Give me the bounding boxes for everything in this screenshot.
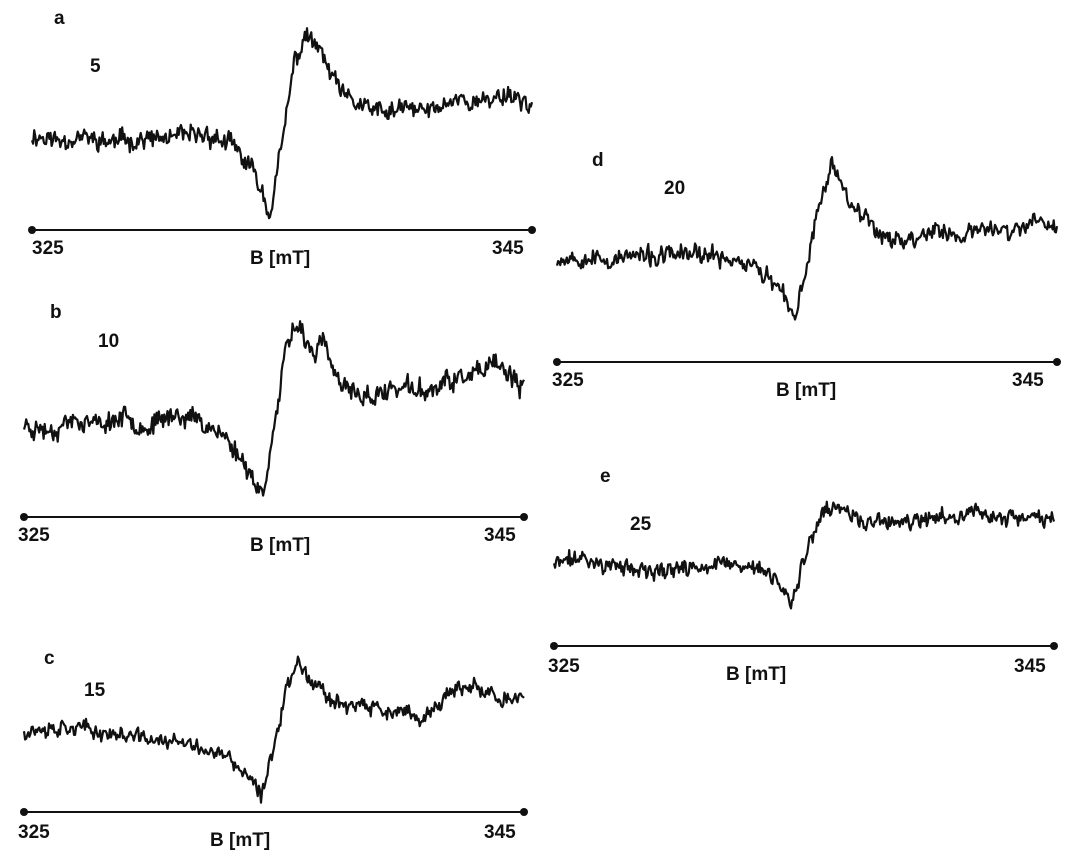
panel-c-letter: c <box>44 648 55 669</box>
panel-c-series-label: 15 <box>84 680 106 701</box>
panel-e-axis-start-dot <box>550 642 558 650</box>
panel-b-letter: b <box>50 302 62 323</box>
panel-e-series-label: 25 <box>630 514 652 535</box>
panel-b-axis-start-dot <box>20 513 28 521</box>
panel-a-x-axis-label: B [mT] <box>250 248 310 269</box>
panel-a-series-label: 5 <box>90 56 101 77</box>
panel-c-trace <box>22 655 525 804</box>
panel-c-axis-start-dot <box>20 808 28 816</box>
panel-d-tick-min: 325 <box>552 370 584 391</box>
panel-b-trace <box>22 320 525 497</box>
panel-e-tick-min: 325 <box>548 656 580 677</box>
panel-b-tick-max: 345 <box>484 525 516 546</box>
panel-e-axis-end-dot <box>1050 642 1058 650</box>
panel-e-x-axis-label: B [mT] <box>726 664 786 685</box>
panel-c-tick-max: 345 <box>484 822 516 843</box>
panel-d-tick-max: 345 <box>1012 370 1044 391</box>
panel-a-tick-max: 345 <box>492 238 524 259</box>
panel-c: c 15 325 345 B [mT] <box>18 648 528 851</box>
panel-a: a 5 325 345 B [mT] <box>28 8 536 269</box>
panel-d-axis-start-dot <box>553 358 561 366</box>
panel-c-axis-end-dot <box>520 808 528 816</box>
panel-d-series-label: 20 <box>664 178 685 199</box>
panel-c-tick-min: 325 <box>18 822 50 843</box>
panel-b-tick-min: 325 <box>18 525 50 546</box>
panel-d: d 20 325 345 B [mT] <box>552 150 1061 401</box>
panel-d-trace <box>555 156 1059 321</box>
panel-a-axis-end-dot <box>528 226 536 234</box>
panel-e-letter: e <box>600 466 611 487</box>
panel-c-x-axis-label: B [mT] <box>210 830 270 851</box>
panel-d-x-axis-label: B [mT] <box>776 380 836 401</box>
panel-a-trace <box>30 27 534 220</box>
panel-e: e 25 325 345 B [mT] <box>548 466 1058 685</box>
panel-b: b 10 325 345 B [mT] <box>18 302 528 556</box>
panel-b-axis-end-dot <box>520 513 528 521</box>
panel-e-trace <box>552 500 1056 610</box>
panel-a-tick-min: 325 <box>32 238 64 259</box>
panel-e-tick-max: 345 <box>1014 656 1046 677</box>
panel-d-letter: d <box>592 150 604 171</box>
panel-b-series-label: 10 <box>98 331 119 352</box>
panel-a-axis-start-dot <box>28 226 36 234</box>
panel-b-x-axis-label: B [mT] <box>250 535 310 556</box>
panel-d-axis-end-dot <box>1053 358 1061 366</box>
panel-a-letter: a <box>54 8 65 29</box>
